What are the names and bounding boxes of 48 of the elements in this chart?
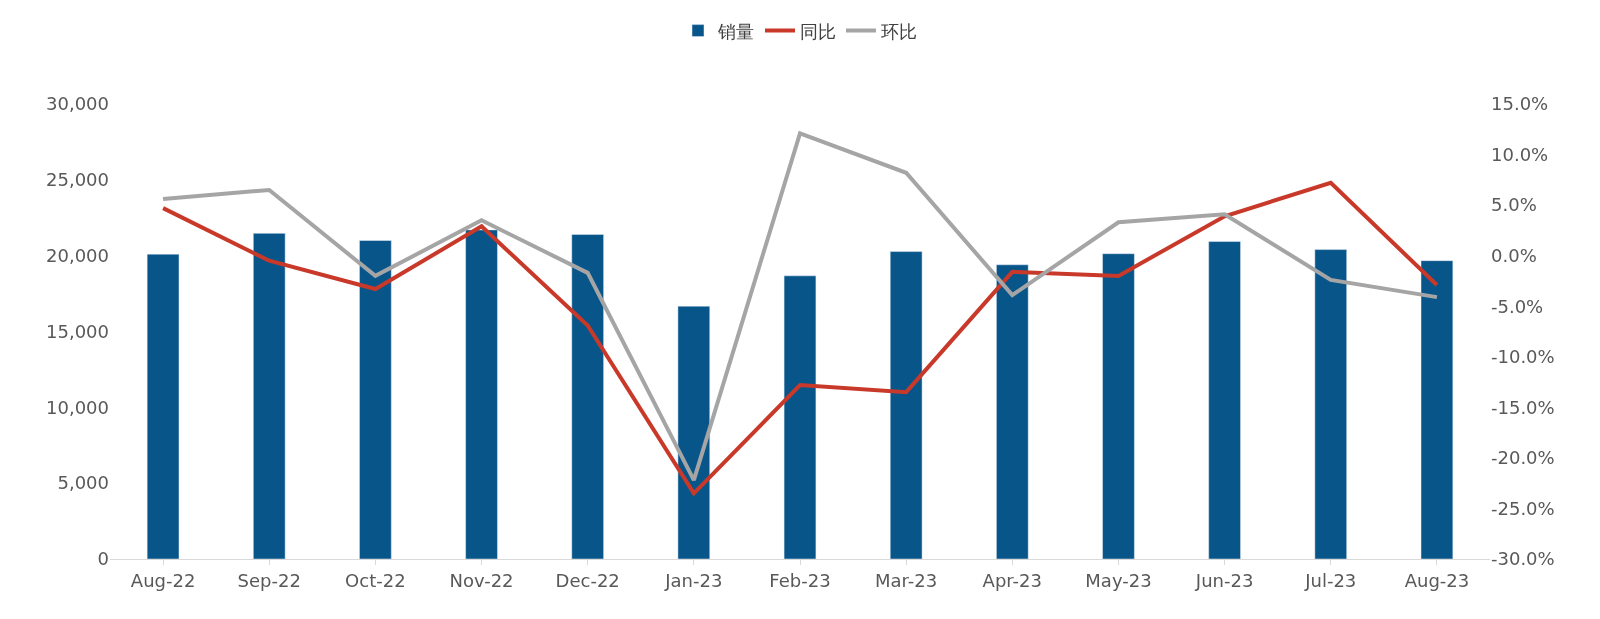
x-tick-label: May-23 <box>1085 569 1152 591</box>
y2-tick-label: -30.0% <box>1491 548 1555 570</box>
bar <box>996 264 1029 559</box>
bar <box>1314 249 1347 559</box>
bar <box>1420 260 1454 559</box>
bar <box>1102 253 1135 559</box>
y2-tick-label: -20.0% <box>1491 447 1555 469</box>
x-tick-label: Oct-22 <box>345 569 406 591</box>
y2-tick-label: 5.0% <box>1491 194 1537 216</box>
x-tick-label: Jun-23 <box>1194 569 1254 591</box>
line-series <box>161 131 1439 483</box>
legend-label: 销量 <box>717 20 754 42</box>
x-tick-label: Mar-23 <box>875 569 938 591</box>
y2-tick-label: -5.0% <box>1491 295 1544 317</box>
legend-label: 同比 <box>800 20 836 42</box>
bar <box>1208 241 1241 559</box>
x-tick-label: Aug-23 <box>1404 569 1470 591</box>
bar <box>571 234 604 559</box>
x-tick-label: Feb-23 <box>769 569 831 591</box>
y-tick-label: 5,000 <box>57 472 109 494</box>
bar <box>465 229 498 559</box>
y-tick-label: 20,000 <box>46 244 109 266</box>
line-series <box>161 180 1439 496</box>
x-tick-label: Jan-23 <box>664 569 723 591</box>
bar <box>783 275 817 559</box>
bar <box>889 251 923 559</box>
x-tick-label: Nov-22 <box>449 569 514 591</box>
bar <box>359 240 392 559</box>
y2-tick-label: 10.0% <box>1491 143 1549 165</box>
y-tick-label: 0 <box>97 548 109 570</box>
legend-label: 环比 <box>881 20 917 42</box>
x-tick-label: Apr-23 <box>982 569 1043 591</box>
y2-tick-label: -25.0% <box>1491 497 1555 519</box>
bar <box>146 253 180 559</box>
x-tick-label: Sep-22 <box>237 569 301 591</box>
y2-tick-label: -15.0% <box>1491 396 1555 418</box>
y2-tick-label: 15.0% <box>1491 93 1549 115</box>
y-tick-label: 25,000 <box>46 169 109 191</box>
bar <box>253 233 286 559</box>
y-tick-label: 30,000 <box>46 93 109 115</box>
x-tick-label: Jul-23 <box>1304 569 1357 591</box>
x-tick-label: Aug-22 <box>130 569 196 591</box>
y2-tick-label: -10.0% <box>1491 346 1555 368</box>
y2-tick-label: 0.0% <box>1491 244 1537 266</box>
bar <box>677 305 711 559</box>
x-tick-label: Dec-22 <box>555 569 620 591</box>
y-tick-label: 10,000 <box>46 396 109 418</box>
y-tick-label: 15,000 <box>46 320 109 342</box>
